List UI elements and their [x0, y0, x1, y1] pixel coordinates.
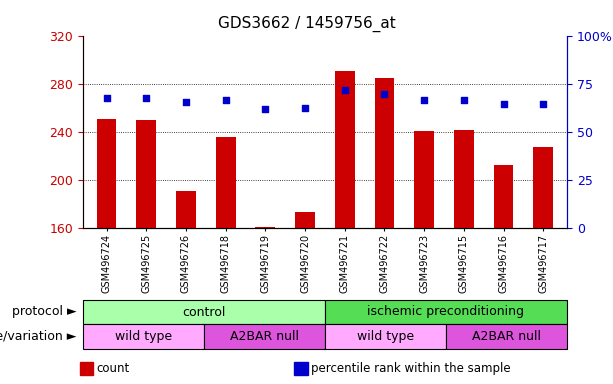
Bar — [216, 137, 235, 228]
Point — [498, 101, 508, 107]
Text: genotype/variation ►: genotype/variation ► — [0, 331, 77, 343]
Bar — [375, 78, 394, 228]
Point — [142, 95, 151, 101]
Bar — [325, 300, 567, 324]
Bar — [256, 227, 275, 228]
Point — [459, 97, 469, 103]
Text: count: count — [97, 362, 130, 375]
Point — [538, 101, 548, 107]
Point — [102, 95, 112, 101]
Bar — [493, 165, 514, 228]
Text: GDS3662 / 1459756_at: GDS3662 / 1459756_at — [218, 15, 395, 31]
Point — [300, 104, 310, 111]
Text: wild type: wild type — [357, 331, 414, 343]
Bar — [325, 324, 446, 349]
Bar — [136, 121, 156, 228]
Bar — [176, 191, 196, 228]
Text: wild type: wild type — [115, 331, 172, 343]
Text: protocol ►: protocol ► — [12, 306, 77, 318]
Point — [181, 99, 191, 105]
Bar — [83, 324, 204, 349]
Bar — [446, 324, 567, 349]
Point — [261, 106, 270, 113]
Bar — [295, 212, 315, 228]
Text: control: control — [182, 306, 226, 318]
Text: A2BAR null: A2BAR null — [472, 331, 541, 343]
Point — [340, 87, 349, 93]
Text: percentile rank within the sample: percentile rank within the sample — [311, 362, 511, 375]
Bar — [335, 71, 355, 228]
Point — [221, 97, 230, 103]
Bar — [97, 119, 116, 228]
Bar — [414, 131, 434, 228]
Bar — [83, 300, 325, 324]
Bar — [204, 324, 325, 349]
Point — [419, 97, 429, 103]
Text: A2BAR null: A2BAR null — [230, 331, 299, 343]
Point — [379, 91, 389, 97]
Bar — [533, 147, 553, 228]
Text: ischemic preconditioning: ischemic preconditioning — [367, 306, 525, 318]
Bar — [454, 130, 474, 228]
